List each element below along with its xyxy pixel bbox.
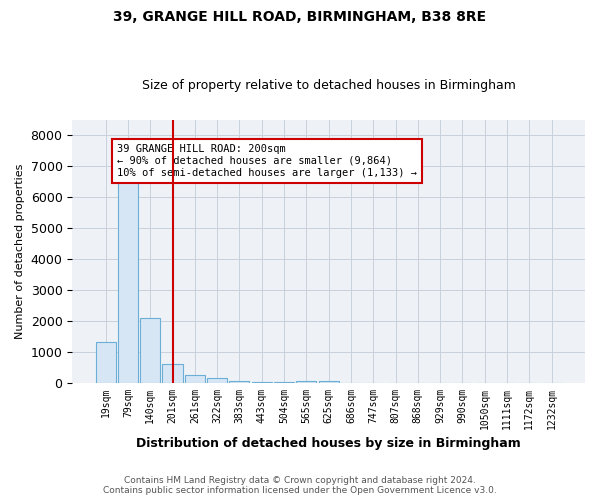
- Text: 39, GRANGE HILL ROAD, BIRMINGHAM, B38 8RE: 39, GRANGE HILL ROAD, BIRMINGHAM, B38 8R…: [113, 10, 487, 24]
- Bar: [319, 381, 338, 382]
- Bar: [185, 375, 205, 382]
- Text: Contains HM Land Registry data © Crown copyright and database right 2024.
Contai: Contains HM Land Registry data © Crown c…: [103, 476, 497, 495]
- Bar: [95, 342, 116, 382]
- Bar: [163, 364, 182, 382]
- Text: 39 GRANGE HILL ROAD: 200sqm
← 90% of detached houses are smaller (9,864)
10% of : 39 GRANGE HILL ROAD: 200sqm ← 90% of det…: [117, 144, 417, 178]
- Y-axis label: Number of detached properties: Number of detached properties: [15, 164, 25, 339]
- Bar: [140, 318, 160, 382]
- Bar: [207, 378, 227, 382]
- X-axis label: Distribution of detached houses by size in Birmingham: Distribution of detached houses by size …: [136, 437, 521, 450]
- Bar: [229, 381, 250, 382]
- Bar: [118, 182, 138, 382]
- Bar: [296, 380, 316, 382]
- Title: Size of property relative to detached houses in Birmingham: Size of property relative to detached ho…: [142, 79, 515, 92]
